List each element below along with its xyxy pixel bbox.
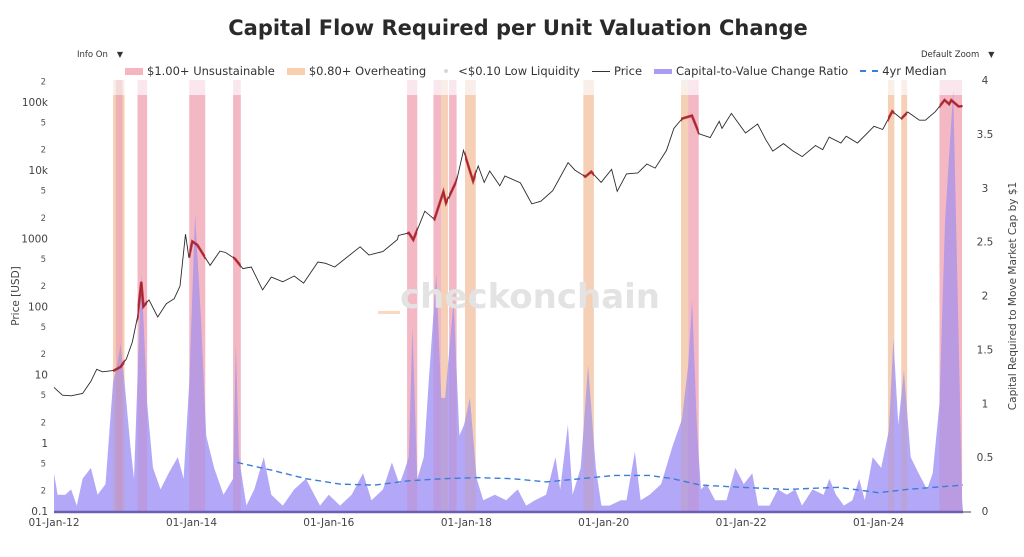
y-left-minor-tick-label: 2 xyxy=(41,146,46,156)
y-left-tick-label: 100 xyxy=(28,301,48,313)
x-tick-label: 01-Jan-18 xyxy=(441,517,492,529)
median-line xyxy=(237,461,964,494)
band-overheating xyxy=(901,95,908,511)
band-unsustainable xyxy=(449,95,457,511)
x-tick-label: 01-Jan-14 xyxy=(166,517,217,529)
legend-item-low-liquidity[interactable]: <$0.10 Low Liquidity xyxy=(438,64,580,78)
legend-swatch xyxy=(125,67,143,75)
y-left-tick-label: 100k xyxy=(22,97,49,109)
y-left-minor-tick-label: 2 xyxy=(41,350,46,360)
x-tick-label: 01-Jan-16 xyxy=(303,517,354,529)
legend-label: Price xyxy=(613,64,643,78)
band-overlay-overheating xyxy=(901,80,908,511)
y-left-tick-label: 1000 xyxy=(21,233,48,245)
band-overlay-overheating xyxy=(113,80,125,511)
info-toggle-dropdown[interactable]: Info On ▼ xyxy=(77,50,123,60)
band-overlay-overheating xyxy=(465,80,476,511)
y-left-minor-tick-label: 5 xyxy=(41,187,46,197)
legend-item-overheating[interactable]: $0.80+ Overheating xyxy=(286,64,427,78)
caret-down-icon: ▼ xyxy=(988,50,995,59)
band-unsustainable xyxy=(688,95,699,511)
price-line xyxy=(53,99,964,397)
legend-item-price[interactable]: Price xyxy=(591,64,643,78)
band-overlay-unsustainable xyxy=(433,80,442,511)
band-overlay-unsustainable xyxy=(189,80,206,511)
y-right-tick-label: 3 xyxy=(982,183,989,195)
x-tick-label: 01-Jan-22 xyxy=(716,517,767,529)
ratio-area xyxy=(54,90,963,512)
y-left-minor-tick-label: 2 xyxy=(41,77,46,87)
band-unsustainable xyxy=(407,95,418,511)
caret-down-icon: ▼ xyxy=(116,50,124,59)
legend-swatch xyxy=(860,70,879,72)
y-right-tick-label: 1 xyxy=(982,398,989,410)
legend-swatch xyxy=(444,69,449,73)
y-left-minor-tick-label: 2 xyxy=(41,282,46,292)
zoom-dropdown[interactable]: Default Zoom ▼ xyxy=(921,50,994,60)
y-left-tick-label: 10k xyxy=(29,165,49,177)
y-left-minor-tick-label: 5 xyxy=(41,391,46,401)
y-right-tick-label: 0 xyxy=(982,506,989,518)
y-left-minor-tick-label: 5 xyxy=(41,459,46,469)
watermark: checkonchain xyxy=(400,277,660,317)
band-overheating xyxy=(681,95,689,511)
band-overlay-unsustainable xyxy=(233,80,241,511)
legend-item-ratio[interactable]: Capital-to-Value Change Ratio xyxy=(654,64,848,78)
y-right-tick-label: 2 xyxy=(982,291,989,303)
band-overlay-overheating xyxy=(681,80,689,511)
band-overlay-overheating xyxy=(887,80,895,511)
y-left-minor-tick-label: 5 xyxy=(41,323,46,333)
band-overlay-overheating xyxy=(583,80,594,511)
y-left-label: Price [USD] xyxy=(10,266,22,326)
y-right-tick-label: 1.5 xyxy=(977,344,994,356)
band-overheating xyxy=(583,95,594,511)
y-right-tick-label: 2.5 xyxy=(977,237,994,249)
band-overheating xyxy=(465,95,476,511)
legend-label: <$0.10 Low Liquidity xyxy=(458,64,580,78)
legend: $1.00+ Unsustainable $0.80+ Overheating … xyxy=(125,64,953,78)
legend-label: $0.80+ Overheating xyxy=(308,64,427,78)
y-left-tick-label: 1 xyxy=(41,438,48,450)
y-right-label: Capital Required to Move Market Cap by $… xyxy=(1007,182,1019,410)
band-overlay-unsustainable xyxy=(115,80,123,511)
band-overlay-unsustainable xyxy=(407,80,418,511)
legend-label: $1.00+ Unsustainable xyxy=(147,64,275,78)
y-left-tick-label: 0.1 xyxy=(31,506,48,518)
zoom-label: Default Zoom xyxy=(921,50,980,60)
band-overlay-unsustainable xyxy=(688,80,699,511)
y-left-minor-tick-label: 2 xyxy=(41,486,46,496)
y-right-tick-label: 0.5 xyxy=(977,452,994,464)
band-overheating xyxy=(887,95,895,511)
band-overlay-unsustainable xyxy=(939,80,963,511)
y-left-minor-tick-label: 5 xyxy=(41,118,46,128)
x-tick-label: 01-Jan-24 xyxy=(853,517,904,529)
info-toggle-label: Info On xyxy=(77,50,108,60)
band-overlay-overheating xyxy=(441,80,448,511)
legend-label: Capital-to-Value Change Ratio xyxy=(676,64,849,78)
band-overlay-unsustainable xyxy=(449,80,457,511)
y-left-minor-tick-label: 5 xyxy=(41,255,46,265)
y-left-tick-label: 10 xyxy=(35,370,48,382)
y-left-minor-tick-label: 2 xyxy=(41,418,46,428)
chart-title: Capital Flow Required per Unit Valuation… xyxy=(228,16,808,40)
legend-swatch xyxy=(591,70,610,72)
y-right-tick-label: 3.5 xyxy=(977,129,994,141)
legend-swatch xyxy=(654,68,673,74)
band-unsustainable xyxy=(115,95,123,511)
legend-item-median[interactable]: 4yr Median xyxy=(860,64,947,78)
band-overheating xyxy=(441,95,448,511)
x-tick-label: 01-Jan-12 xyxy=(28,517,79,529)
legend-item-unsustainable[interactable]: $1.00+ Unsustainable xyxy=(125,64,275,78)
watermark-logo-dash xyxy=(378,311,400,314)
y-left-minor-tick-label: 2 xyxy=(41,214,46,224)
legend-swatch xyxy=(286,67,305,75)
y-right-tick-label: 4 xyxy=(982,75,989,87)
legend-label: 4yr Median xyxy=(882,64,947,78)
x-tick-label: 01-Jan-20 xyxy=(578,517,629,529)
band-unsustainable xyxy=(233,95,241,511)
